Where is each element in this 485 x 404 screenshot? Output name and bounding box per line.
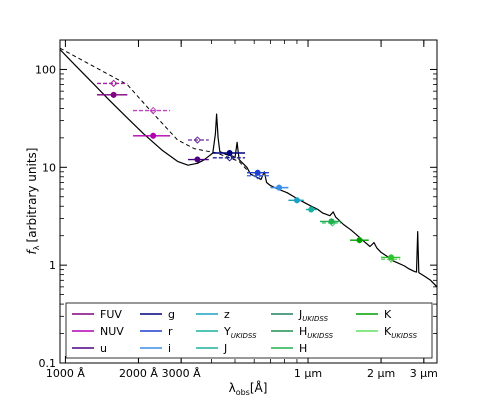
dashed-point-marker	[225, 154, 234, 162]
y-tick-label: 10	[42, 161, 56, 174]
photometry-points	[97, 79, 401, 263]
y-tick-label: 0.1	[39, 357, 57, 370]
legend-label-main: NUV	[100, 325, 124, 338]
legend-label-main: J	[298, 308, 302, 321]
x-axis-label-main: λ	[229, 381, 236, 395]
legend-label: FUV	[100, 308, 122, 321]
dashed-point-marker	[149, 106, 157, 115]
legend-label-sub: UKIDSS	[231, 332, 257, 340]
legend-label-main: H	[299, 342, 307, 355]
legend-label: u	[100, 342, 107, 355]
legend-label-main: K	[384, 325, 392, 338]
legend-label: NUV	[100, 325, 124, 338]
legend-label-sub: UKIDSS	[302, 315, 328, 323]
y-axis-label-unit: [arbitrary units]	[25, 148, 39, 243]
y-axis-label-main: f	[25, 248, 39, 254]
legend-label-main: r	[168, 325, 173, 338]
legend-label: i	[168, 342, 171, 355]
legend-label-main: u	[100, 342, 107, 355]
x-tick-label: 3000 Å	[162, 367, 201, 380]
legend-label-main: H	[299, 325, 307, 338]
y-tick-label: 100	[35, 63, 56, 76]
x-tick-labels: 1000 Å 2000 Å 3000 Å 1 μm 2 μm 3 μm	[46, 367, 438, 380]
x-tick-label: 2000 Å	[119, 367, 158, 380]
dashed-point-marker	[193, 136, 202, 144]
y-tick-label: 1	[49, 259, 56, 272]
legend-label: JUKIDSS	[298, 308, 329, 323]
legend-label: H	[299, 342, 307, 355]
legend: FUVNUVugrizYUKIDSSJJUKIDSSHUKIDSSHKKUKID…	[65, 302, 433, 359]
solid-point-marker	[226, 150, 233, 157]
legend-label: YUKIDSS	[223, 325, 257, 340]
solid-point-marker	[308, 206, 315, 213]
solid-point-marker	[194, 156, 201, 163]
solid-point-marker	[388, 254, 395, 261]
legend-label: g	[168, 308, 175, 321]
solid-point-marker	[328, 218, 335, 225]
plot-frame	[59, 39, 438, 364]
y-tick-labels: 0.1 1 10 100	[35, 63, 56, 370]
solid-point-marker	[276, 184, 283, 191]
solid-point-marker	[150, 132, 157, 139]
legend-label-main: z	[224, 308, 230, 321]
legend-label: J	[223, 342, 227, 355]
legend-label-main: g	[168, 308, 175, 321]
legend-label-sub: UKIDSS	[391, 332, 417, 340]
legend-label-main: J	[223, 342, 227, 355]
solid-point-marker	[356, 237, 363, 244]
legend-label-main: FUV	[100, 308, 122, 321]
x-tick-label: 2 μm	[367, 367, 395, 380]
y-axis-label: fλ [arbitrary units]	[25, 148, 41, 255]
legend-label-main: K	[384, 308, 392, 321]
legend-label-sub: UKIDSS	[307, 332, 333, 340]
legend-label: z	[224, 308, 230, 321]
legend-label: KUKIDSS	[384, 325, 418, 340]
dashed-point-marker	[109, 79, 118, 88]
x-axis-label-sub: obs	[236, 388, 250, 397]
dashed-model-line	[60, 47, 250, 173]
legend-label: HUKIDSS	[299, 325, 334, 340]
solid-point-marker	[254, 169, 261, 176]
legend-label: K	[384, 308, 392, 321]
legend-label-main: i	[168, 342, 171, 355]
x-axis-label: λobs[Å]	[229, 380, 268, 397]
x-axis-label-unit: [Å]	[250, 380, 268, 395]
x-tick-label: 1000 Å	[46, 367, 85, 380]
legend-label: r	[168, 325, 173, 338]
x-tick-label: 1 μm	[294, 367, 322, 380]
solid-point-marker	[293, 197, 300, 204]
solid-point-marker	[110, 91, 117, 98]
legend-label-main: Y	[223, 325, 231, 338]
y-axis-label-sub: λ	[32, 245, 41, 250]
x-tick-label: 3 μm	[410, 367, 438, 380]
dashed-model-polyline	[60, 47, 250, 173]
